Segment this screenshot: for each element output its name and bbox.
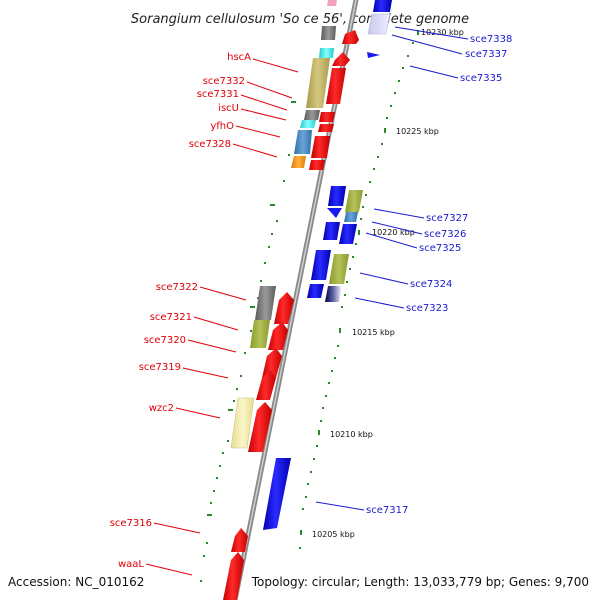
- tick-label: 10225 kbp: [396, 127, 439, 136]
- gene-feature[interactable]: [231, 528, 248, 552]
- gene-feature[interactable]: [345, 190, 363, 212]
- genome-summary-text: Topology: circular; Length: 13,033,779 b…: [251, 575, 589, 589]
- gene-feature[interactable]: [263, 458, 291, 530]
- gene-feature[interactable]: [332, 52, 350, 66]
- map-title: Sorangium cellulosum 'So ce 56', complet…: [131, 12, 469, 27]
- gene-feature[interactable]: [367, 52, 380, 58]
- gene-feature[interactable]: [250, 320, 270, 348]
- gene-label-sce7317[interactable]: sce7317: [366, 505, 408, 516]
- leader-lines-left: [145, 58, 299, 576]
- gene-feature[interactable]: [268, 322, 288, 350]
- gene-label-waaL[interactable]: waaL: [118, 559, 144, 570]
- gene-label-sce7332[interactable]: sce7332: [203, 76, 245, 87]
- gene-feature[interactable]: [342, 30, 359, 44]
- gene-feature[interactable]: [230, 397, 255, 449]
- gene-label-sce7322[interactable]: sce7322: [156, 282, 198, 293]
- gene-feature[interactable]: [367, 13, 391, 35]
- gene-feature[interactable]: [300, 120, 316, 128]
- scale-ticks-right: [300, 30, 419, 535]
- gene-feature[interactable]: [255, 286, 276, 320]
- gene-feature[interactable]: [327, 208, 342, 218]
- scale-ticks-left: [207, 101, 296, 516]
- gene-feature[interactable]: [309, 160, 325, 170]
- tick-label: 10215 kbp: [352, 328, 395, 337]
- gene-feature[interactable]: [327, 0, 337, 6]
- gene-label-wzc2[interactable]: wzc2: [149, 403, 174, 414]
- gene-feature[interactable]: [306, 58, 330, 108]
- gene-feature[interactable]: [274, 292, 294, 324]
- tick-label: 10220 kbp: [372, 228, 415, 237]
- gene-label-sce7328[interactable]: sce7328: [189, 139, 231, 150]
- gene-feature[interactable]: [262, 348, 282, 378]
- gene-feature[interactable]: [325, 286, 342, 302]
- tick-label: 10210 kbp: [330, 430, 373, 439]
- gene-feature[interactable]: [304, 110, 320, 120]
- gene-feature[interactable]: [256, 370, 276, 400]
- gene-label-sce7331[interactable]: sce7331: [197, 89, 239, 100]
- gene-label-sce7316[interactable]: sce7316: [110, 518, 152, 529]
- gene-label-sce7320[interactable]: sce7320: [144, 335, 186, 346]
- gene-feature[interactable]: [307, 284, 324, 298]
- gene-label-yfhO[interactable]: yfhO: [210, 121, 234, 132]
- gene-feature[interactable]: [373, 0, 392, 12]
- gene-feature[interactable]: [319, 48, 334, 58]
- gene-feature[interactable]: [311, 250, 331, 280]
- gene-feature[interactable]: [323, 222, 340, 240]
- gene-feature[interactable]: [329, 254, 349, 284]
- gene-label-sce7338[interactable]: sce7338: [470, 34, 512, 45]
- gene-label-sce7327[interactable]: sce7327: [426, 213, 468, 224]
- gene-label-sce7326[interactable]: sce7326: [424, 229, 466, 240]
- gene-label-sce7319[interactable]: sce7319: [139, 362, 181, 373]
- accession-text: Accession: NC_010162: [8, 575, 144, 589]
- gene-label-iscU[interactable]: iscU: [218, 103, 239, 114]
- gene-feature[interactable]: [294, 130, 312, 154]
- gene-feature[interactable]: [311, 136, 330, 158]
- gene-feature[interactable]: [291, 156, 306, 168]
- gene-feature[interactable]: [223, 552, 244, 600]
- gene-feature[interactable]: [321, 26, 336, 40]
- gene-feature[interactable]: [328, 186, 346, 206]
- gene-label-hscA[interactable]: hscA: [227, 52, 251, 63]
- gene-label-sce7324[interactable]: sce7324: [410, 279, 452, 290]
- gene-feature[interactable]: [318, 124, 334, 132]
- scale-dots-left: [200, 154, 290, 582]
- gene-label-sce7325[interactable]: sce7325: [419, 243, 461, 254]
- gene-feature[interactable]: [248, 402, 272, 452]
- gene-feature[interactable]: [339, 224, 357, 244]
- tick-label: 10230 kbp: [421, 28, 464, 37]
- scale-dots-right: [299, 42, 414, 549]
- tick-label: 10205 kbp: [312, 530, 355, 539]
- gene-label-sce7323[interactable]: sce7323: [406, 303, 448, 314]
- gene-feature[interactable]: [344, 212, 358, 222]
- gene-label-sce7321[interactable]: sce7321: [150, 312, 192, 323]
- gene-feature[interactable]: [326, 68, 346, 104]
- gene-label-sce7337[interactable]: sce7337: [465, 49, 507, 60]
- leader-lines-right: [315, 26, 469, 511]
- gene-label-sce7335[interactable]: sce7335: [460, 73, 502, 84]
- gene-feature[interactable]: [319, 112, 335, 122]
